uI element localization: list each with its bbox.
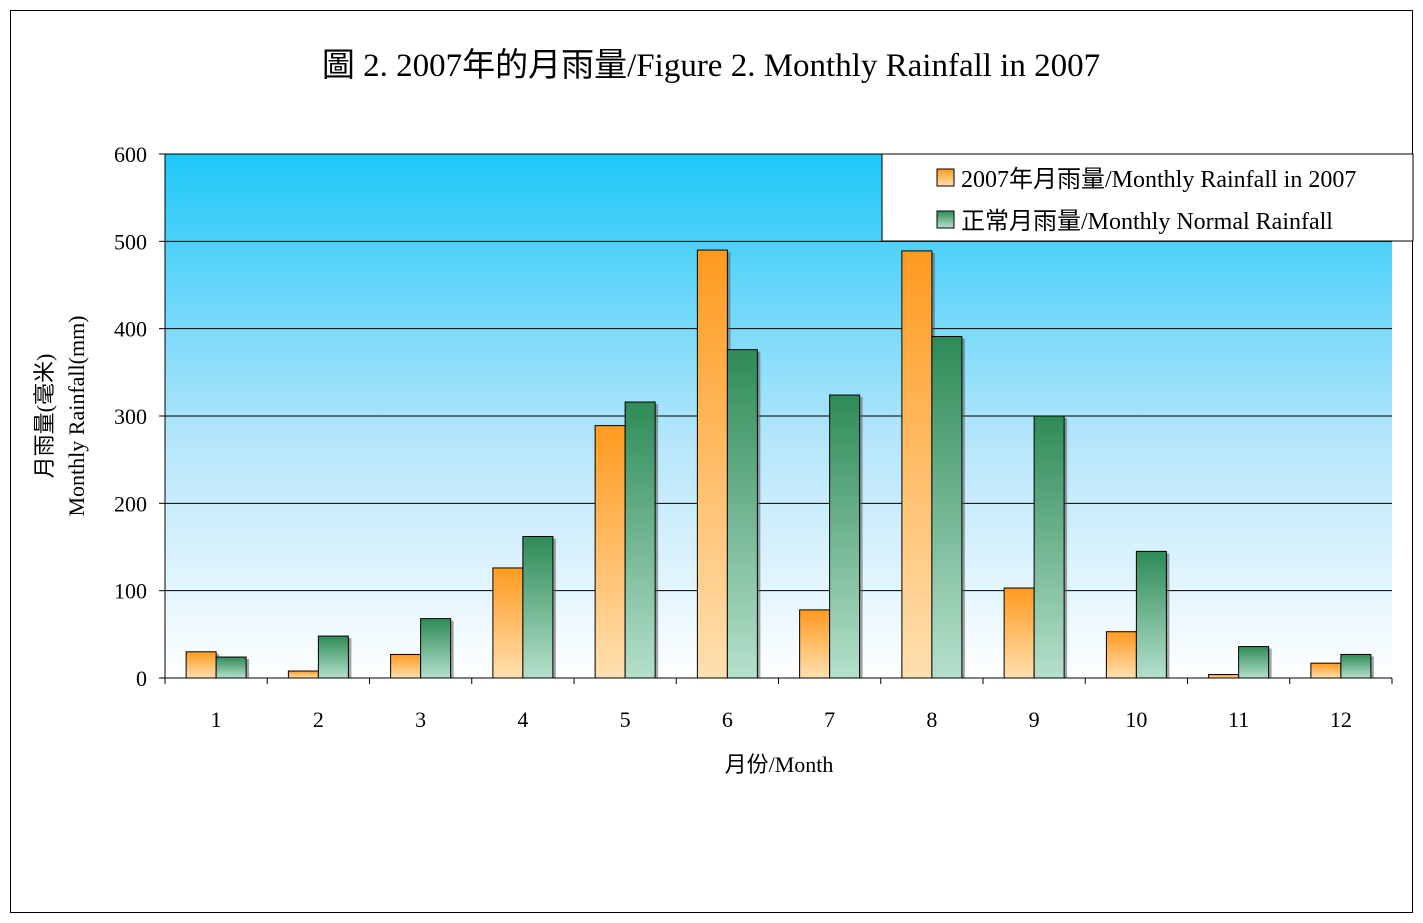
y-tick-label: 200 — [114, 491, 147, 516]
bar-normal-month-2 — [317, 635, 349, 679]
x-tick-label: 5 — [620, 707, 631, 732]
y-tick-label: 400 — [114, 317, 147, 342]
y-tick-label: 0 — [136, 666, 147, 691]
bar-2007-month-7 — [799, 609, 831, 679]
bar-normal-month-4 — [522, 536, 554, 679]
bar-2007-month-2 — [287, 670, 319, 679]
legend-box — [881, 153, 1414, 242]
x-tick-labels: 1 2 3 4 5 6 7 8 9 10 11 12 — [211, 707, 1352, 732]
gridlines — [159, 153, 1392, 679]
bar-normal-month-8 — [931, 336, 963, 679]
bar-normal-month-11 — [1238, 646, 1270, 679]
x-tick-label: 6 — [722, 707, 733, 732]
legend-label-normal: 正常月雨量/Monthly Normal Rainfall — [961, 208, 1333, 235]
x-tick-label: 3 — [415, 707, 426, 732]
x-tick-label: 10 — [1125, 707, 1147, 732]
bar-normal-month-12 — [1340, 653, 1372, 679]
bar-normal-month-7 — [829, 394, 861, 679]
y-tick-label: 600 — [114, 142, 147, 167]
bar-2007-month-4 — [492, 567, 524, 679]
x-tick-label: 12 — [1330, 707, 1352, 732]
y-tick-label: 300 — [114, 404, 147, 429]
legend: 2007年月雨量/Monthly Rainfall in 2007 正常月雨量/… — [881, 153, 1414, 242]
x-tick-label: 9 — [1029, 707, 1040, 732]
bar-2007-month-1 — [185, 651, 217, 679]
y-axis-title-line2: Monthly Rainfall(mm) — [64, 315, 89, 516]
bar-normal-month-9 — [1033, 415, 1065, 679]
legend-swatch-normal — [936, 210, 955, 229]
bar-2007-month-5 — [594, 425, 626, 679]
y-tick-label: 100 — [114, 579, 147, 604]
bar-2007-month-8 — [901, 250, 933, 679]
chart-title: 圖 2. 2007年的月雨量/Figure 2. Monthly Rainfal… — [322, 47, 1100, 84]
bar-2007-month-9 — [1003, 587, 1035, 679]
x-tick-label: 7 — [824, 707, 835, 732]
axes — [164, 154, 1393, 684]
y-axis-title-line1: 月雨量(毫米) — [32, 354, 57, 479]
x-tick-label: 8 — [926, 707, 937, 732]
y-tick-labels: 0 100 200 300 400 500 600 — [114, 142, 147, 691]
bar-normal-month-10 — [1135, 550, 1167, 679]
y-tick-label: 500 — [114, 229, 147, 254]
bar-normal-month-1 — [215, 656, 247, 679]
legend-swatch-2007 — [936, 168, 955, 187]
bar-2007-month-11 — [1208, 674, 1240, 679]
bar-2007-month-12 — [1310, 662, 1342, 679]
bar-normal-month-6 — [726, 349, 758, 679]
x-tick-label: 2 — [313, 707, 324, 732]
bar-2007-month-3 — [390, 653, 422, 679]
x-axis-title: 月份/Month — [725, 752, 834, 777]
bar-2007-month-6 — [696, 249, 728, 679]
x-tick-label: 11 — [1228, 707, 1249, 732]
bar-normal-month-3 — [420, 618, 452, 679]
legend-label-2007: 2007年月雨量/Monthly Rainfall in 2007 — [961, 166, 1356, 193]
bars — [185, 249, 1374, 679]
bar-2007-month-10 — [1105, 631, 1137, 679]
x-tick-label: 4 — [517, 707, 528, 732]
bar-normal-month-5 — [624, 401, 656, 679]
x-tick-label: 1 — [211, 707, 222, 732]
y-axis-title: 月雨量(毫米) Monthly Rainfall(mm) — [32, 315, 89, 516]
